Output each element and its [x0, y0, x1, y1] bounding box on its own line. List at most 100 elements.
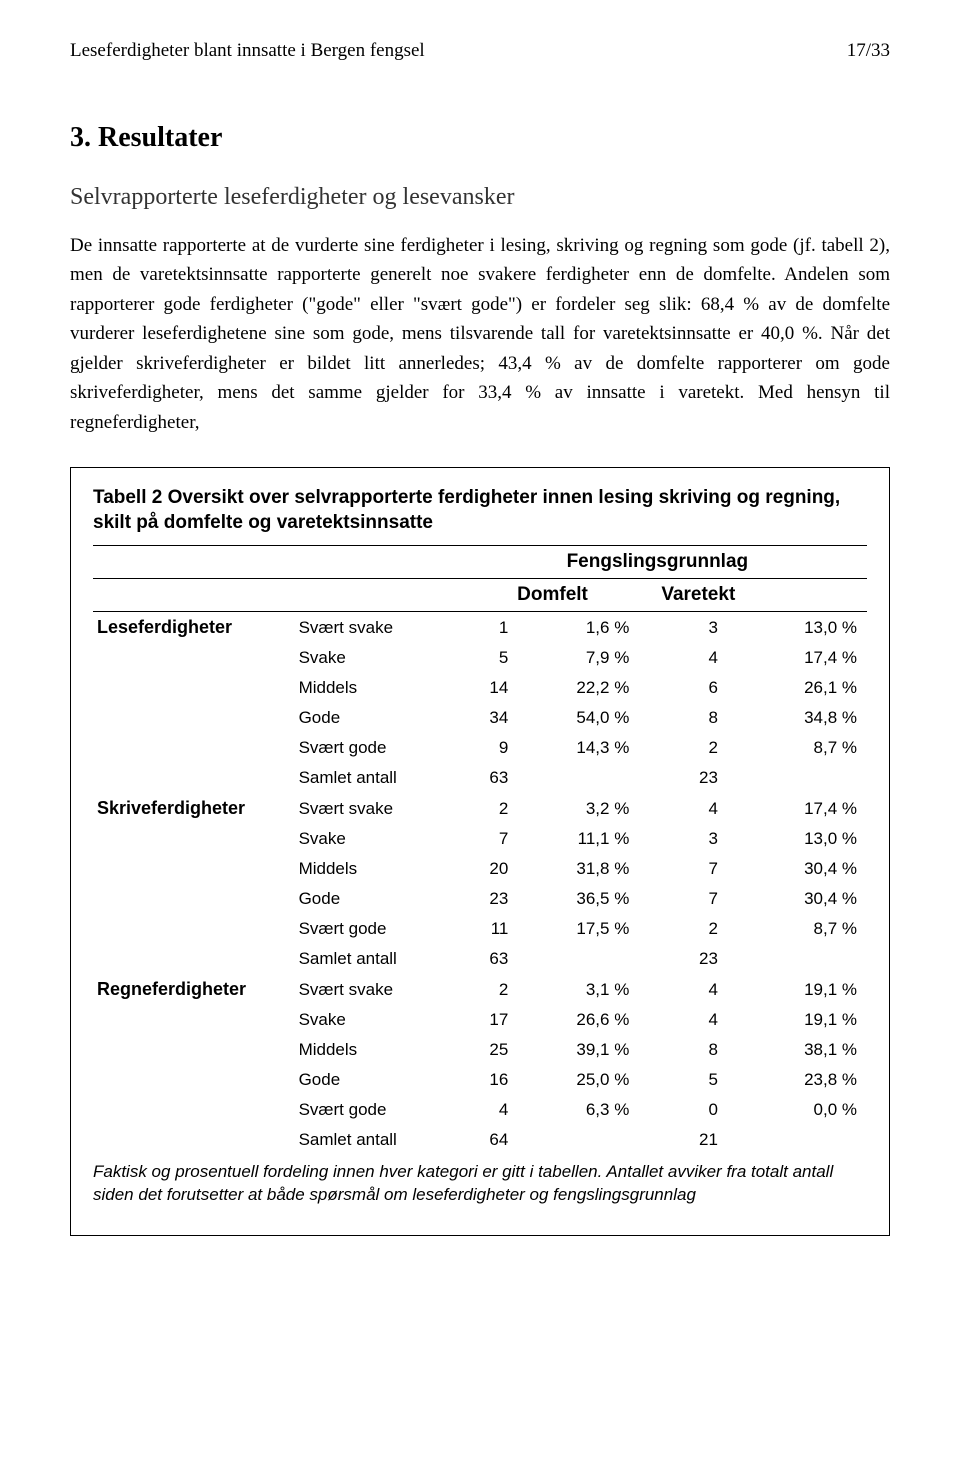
table-row: Middels1422,2 %626,1 %	[93, 673, 867, 703]
skill-label-cell	[93, 1035, 295, 1065]
varetekt-pct-cell: 38,1 %	[738, 1035, 867, 1065]
varetekt-pct-cell: 0,0 %	[738, 1095, 867, 1125]
skill-label-cell	[93, 763, 295, 793]
varetekt-pct-cell	[738, 944, 867, 974]
varetekt-n-cell: 4	[657, 974, 738, 1005]
level-cell: Svært gode	[295, 1095, 448, 1125]
domfelt-n-cell: 64	[448, 1125, 529, 1155]
blank-cell	[295, 579, 448, 612]
domfelt-pct-cell: 54,0 %	[528, 703, 657, 733]
table-row: Gode3454,0 %834,8 %	[93, 703, 867, 733]
col-header-varetekt: Varetekt	[657, 579, 867, 612]
varetekt-pct-cell: 30,4 %	[738, 854, 867, 884]
domfelt-pct-cell	[528, 763, 657, 793]
table-row: Gode1625,0 %523,8 %	[93, 1065, 867, 1095]
domfelt-n-cell: 14	[448, 673, 529, 703]
varetekt-pct-cell: 30,4 %	[738, 884, 867, 914]
level-cell: Svake	[295, 643, 448, 673]
domfelt-n-cell: 16	[448, 1065, 529, 1095]
domfelt-pct-cell: 26,6 %	[528, 1005, 657, 1035]
domfelt-n-cell: 63	[448, 763, 529, 793]
varetekt-pct-cell: 8,7 %	[738, 914, 867, 944]
level-cell: Svært svake	[295, 793, 448, 824]
table-row: RegneferdigheterSvært svake23,1 %419,1 %	[93, 974, 867, 1005]
varetekt-n-cell: 6	[657, 673, 738, 703]
varetekt-n-cell: 3	[657, 824, 738, 854]
varetekt-n-cell: 2	[657, 914, 738, 944]
table-row: Gode2336,5 %730,4 %	[93, 884, 867, 914]
skill-label-cell	[93, 643, 295, 673]
varetekt-n-cell: 4	[657, 793, 738, 824]
level-cell: Gode	[295, 1065, 448, 1095]
body-paragraph: De innsatte rapporterte at de vurderte s…	[70, 231, 890, 437]
skill-label-cell	[93, 824, 295, 854]
table-row: LeseferdigheterSvært svake11,6 %313,0 %	[93, 612, 867, 644]
domfelt-pct-cell: 1,6 %	[528, 612, 657, 644]
table-row: Svært gode1117,5 %28,7 %	[93, 914, 867, 944]
col-header-domfelt: Domfelt	[448, 579, 658, 612]
domfelt-pct-cell: 3,2 %	[528, 793, 657, 824]
table-row: Svake1726,6 %419,1 %	[93, 1005, 867, 1035]
level-cell: Samlet antall	[295, 1125, 448, 1155]
skill-label-cell	[93, 914, 295, 944]
domfelt-n-cell: 5	[448, 643, 529, 673]
varetekt-n-cell: 5	[657, 1065, 738, 1095]
varetekt-n-cell: 4	[657, 643, 738, 673]
skill-label-cell	[93, 944, 295, 974]
table-row: Middels2539,1 %838,1 %	[93, 1035, 867, 1065]
level-cell: Svært gode	[295, 914, 448, 944]
skill-label-cell: Regneferdigheter	[93, 974, 295, 1005]
footnote-part-a: Faktisk og prosentuell fordeling innen h…	[93, 1162, 668, 1181]
domfelt-n-cell: 4	[448, 1095, 529, 1125]
varetekt-n-cell: 8	[657, 1035, 738, 1065]
subsection-heading: Selvrapporterte leseferdigheter og lesev…	[70, 184, 890, 211]
skill-label-cell	[93, 1125, 295, 1155]
super-header: Fengslingsgrunnlag	[448, 546, 867, 579]
level-cell: Svært svake	[295, 612, 448, 644]
domfelt-pct-cell: 22,2 %	[528, 673, 657, 703]
varetekt-n-cell: 7	[657, 854, 738, 884]
skill-label-cell	[93, 1095, 295, 1125]
table-container: Tabell 2 Oversikt over selvrapporterte f…	[70, 467, 890, 1236]
skill-label-cell	[93, 1005, 295, 1035]
blank-cell	[93, 546, 295, 579]
level-cell: Samlet antall	[295, 763, 448, 793]
running-title: Leseferdigheter blant innsatte i Bergen …	[70, 40, 425, 62]
level-cell: Gode	[295, 703, 448, 733]
domfelt-n-cell: 1	[448, 612, 529, 644]
domfelt-n-cell: 7	[448, 824, 529, 854]
skill-label-cell	[93, 703, 295, 733]
domfelt-pct-cell: 11,1 %	[528, 824, 657, 854]
varetekt-pct-cell: 17,4 %	[738, 793, 867, 824]
varetekt-n-cell: 4	[657, 1005, 738, 1035]
domfelt-pct-cell	[528, 944, 657, 974]
skill-label-cell	[93, 733, 295, 763]
varetekt-pct-cell	[738, 1125, 867, 1155]
varetekt-n-cell: 21	[657, 1125, 738, 1155]
table-row: Svake57,9 %417,4 %	[93, 643, 867, 673]
table-row: Svake711,1 %313,0 %	[93, 824, 867, 854]
level-cell: Svake	[295, 1005, 448, 1035]
table-title: Tabell 2 Oversikt over selvrapporterte f…	[93, 486, 867, 535]
varetekt-n-cell: 23	[657, 944, 738, 974]
domfelt-pct-cell: 14,3 %	[528, 733, 657, 763]
varetekt-n-cell: 8	[657, 703, 738, 733]
varetekt-pct-cell: 23,8 %	[738, 1065, 867, 1095]
table-row: Middels2031,8 %730,4 %	[93, 854, 867, 884]
domfelt-n-cell: 11	[448, 914, 529, 944]
varetekt-n-cell: 0	[657, 1095, 738, 1125]
skill-label-cell	[93, 1065, 295, 1095]
domfelt-pct-cell: 17,5 %	[528, 914, 657, 944]
skill-label-cell: Skriveferdigheter	[93, 793, 295, 824]
domfelt-n-cell: 63	[448, 944, 529, 974]
domfelt-pct-cell: 7,9 %	[528, 643, 657, 673]
level-cell: Svært gode	[295, 733, 448, 763]
varetekt-n-cell: 3	[657, 612, 738, 644]
domfelt-pct-cell: 36,5 %	[528, 884, 657, 914]
domfelt-pct-cell: 6,3 %	[528, 1095, 657, 1125]
level-cell: Middels	[295, 854, 448, 884]
table-row: Samlet antall6323	[93, 944, 867, 974]
skill-label-cell	[93, 673, 295, 703]
varetekt-pct-cell	[738, 763, 867, 793]
level-cell: Svake	[295, 824, 448, 854]
